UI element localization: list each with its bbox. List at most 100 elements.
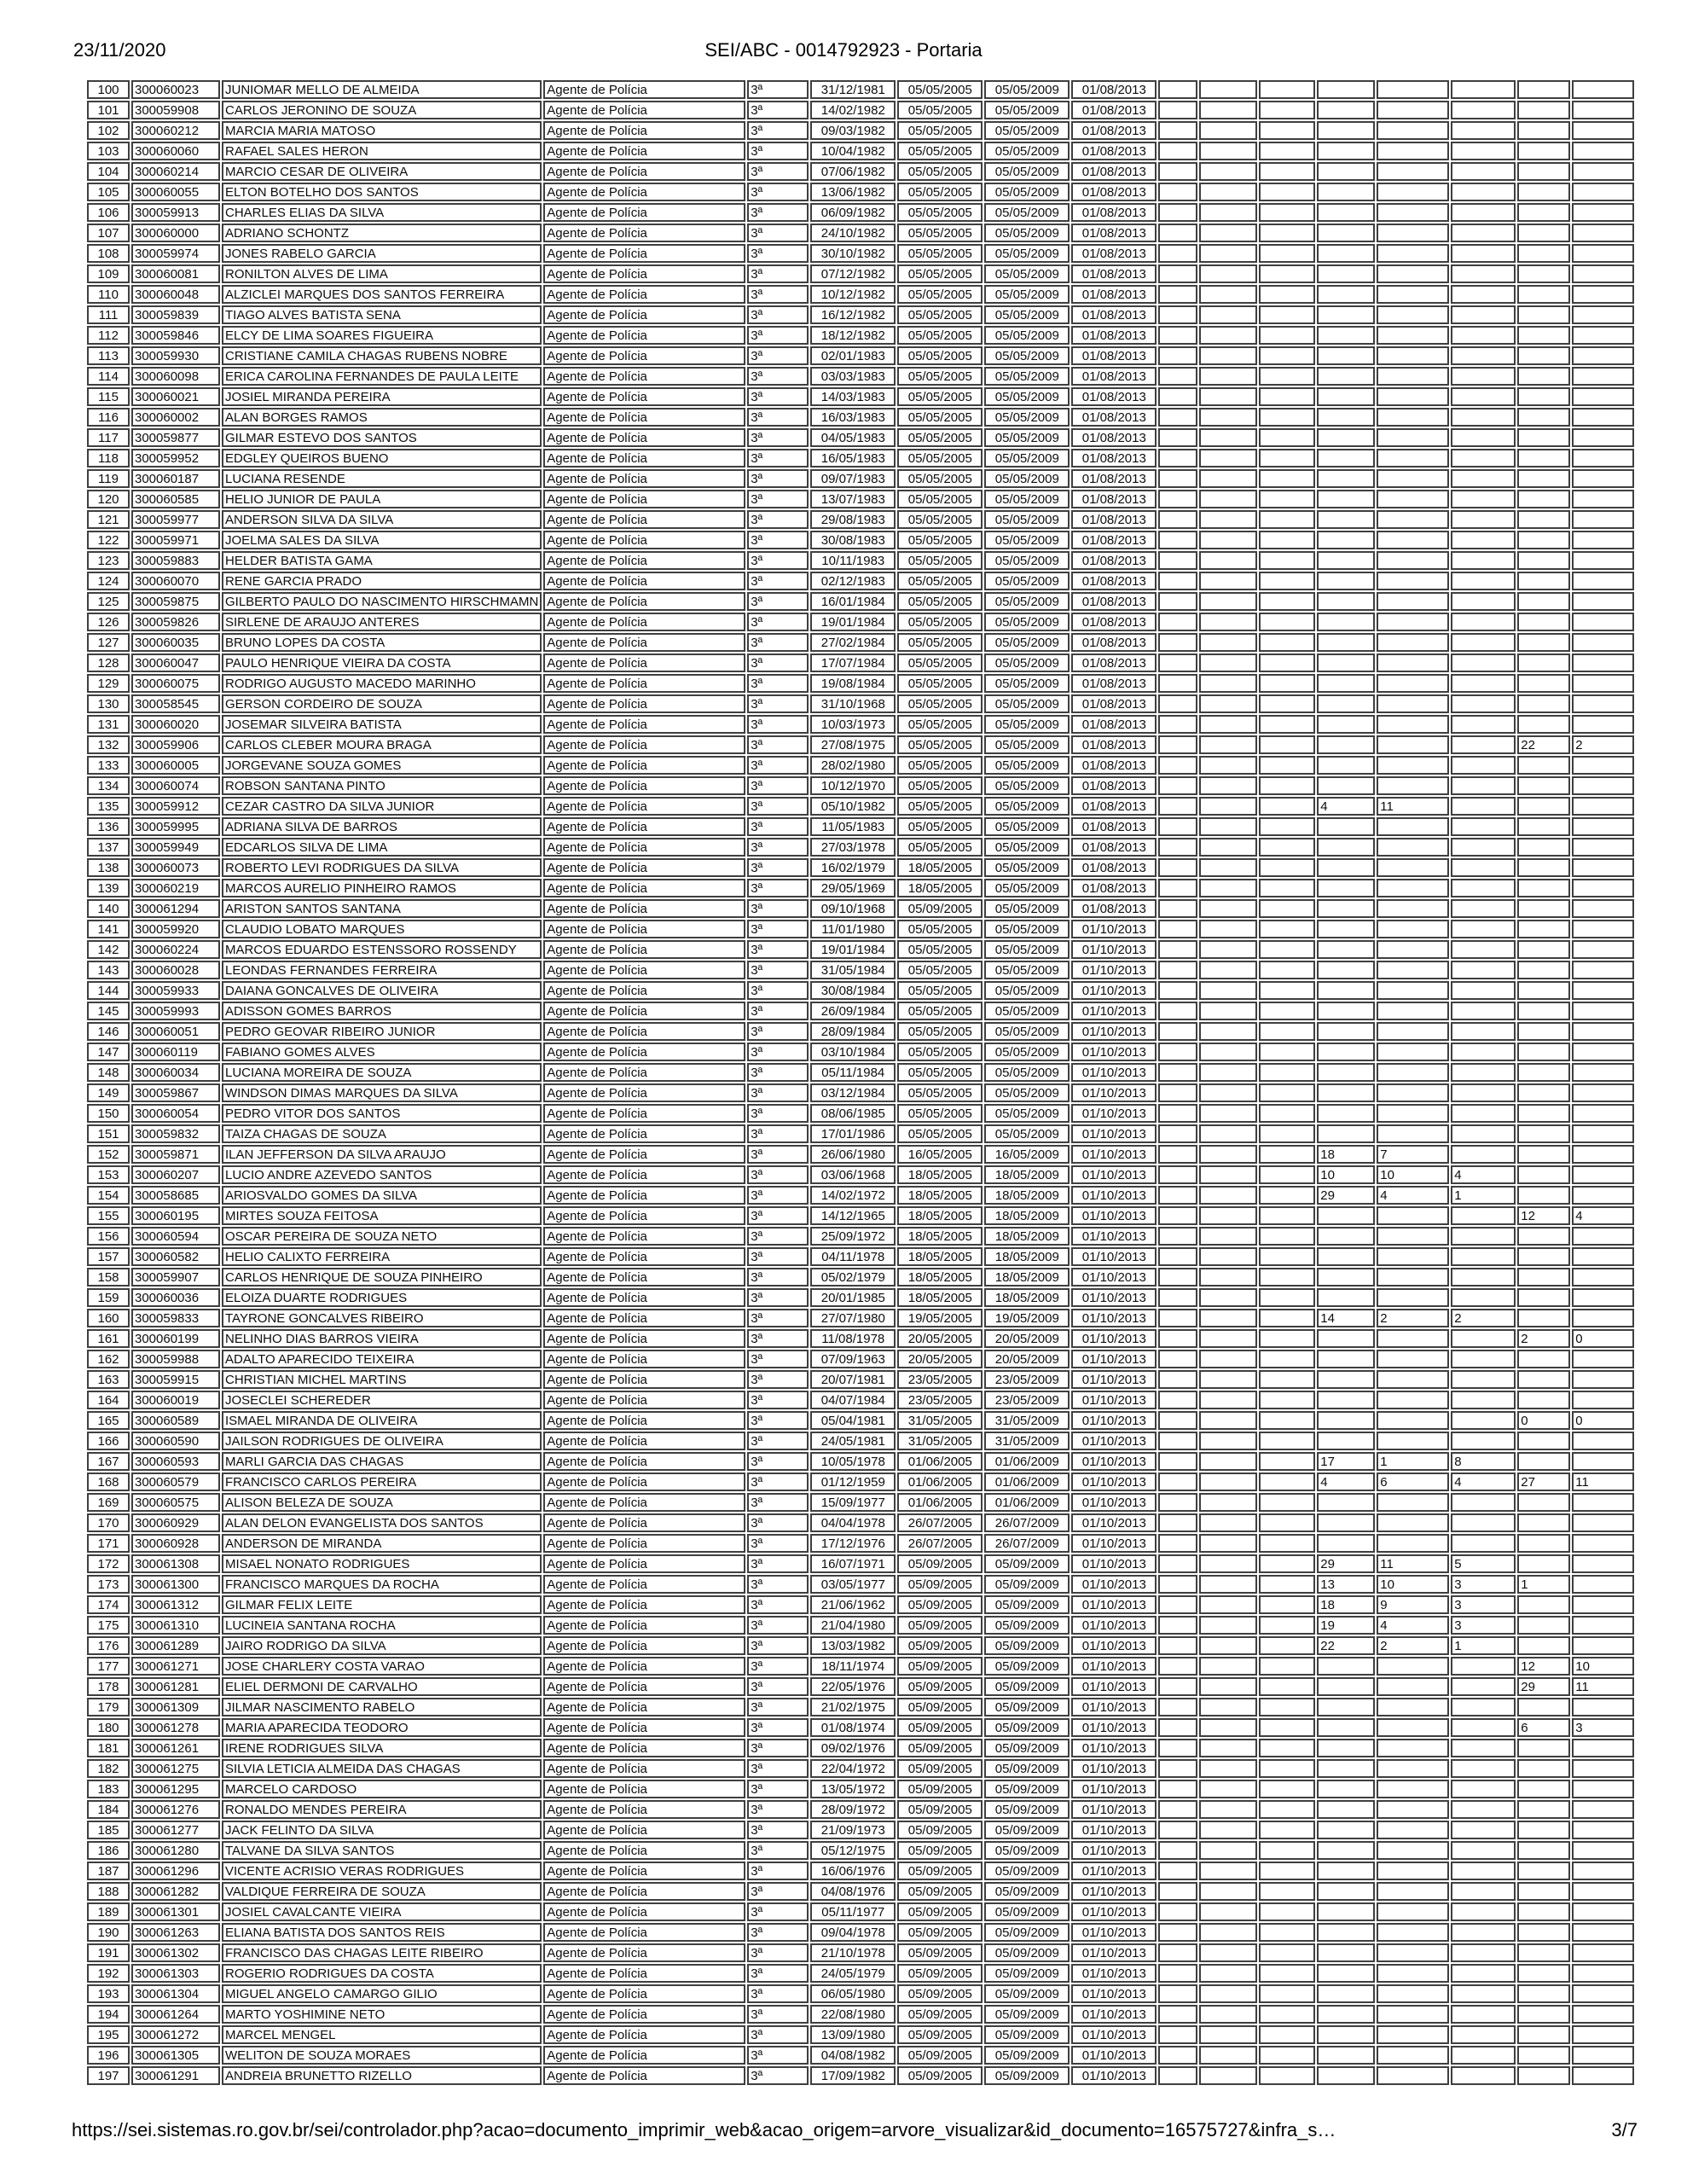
cell-index: 149 — [87, 1083, 130, 1102]
cell-extra-5 — [1572, 305, 1635, 324]
cell-position: Agente de Polícia — [543, 1432, 746, 1450]
cell-extra-5 — [1572, 1452, 1635, 1471]
cell-date-1: 05/09/2005 — [897, 899, 983, 918]
cell-empty-2 — [1199, 244, 1258, 263]
cell-id: 300059949 — [131, 838, 220, 857]
cell-date-2: 05/09/2009 — [984, 1821, 1070, 1839]
cell-date-3: 01/10/2013 — [1071, 2046, 1157, 2065]
cell-empty-1 — [1158, 408, 1198, 427]
cell-date-1: 05/09/2005 — [897, 1595, 983, 1614]
cell-empty-1 — [1158, 776, 1198, 795]
cell-empty-1 — [1158, 1821, 1198, 1839]
cell-date-1: 01/06/2005 — [897, 1452, 983, 1471]
cell-empty-1 — [1158, 2066, 1198, 2085]
cell-id: 300060119 — [131, 1043, 220, 1061]
cell-empty-2 — [1199, 1104, 1258, 1123]
cell-extra-5 — [1572, 1370, 1635, 1389]
cell-id: 300061300 — [131, 1575, 220, 1594]
cell-index: 159 — [87, 1288, 130, 1307]
cell-index: 124 — [87, 572, 130, 590]
cell-index: 176 — [87, 1636, 130, 1655]
cell-extra-4 — [1517, 1984, 1571, 2003]
cell-extra-5 — [1572, 101, 1635, 119]
cell-date-3: 01/08/2013 — [1071, 653, 1157, 672]
cell-date-2: 18/05/2009 — [984, 1186, 1070, 1205]
cell-date-3: 01/08/2013 — [1071, 899, 1157, 918]
cell-empty-1 — [1158, 1780, 1198, 1798]
cell-position: Agente de Polícia — [543, 408, 746, 427]
cell-date-1: 05/05/2005 — [897, 1124, 983, 1143]
cell-empty-2 — [1199, 1022, 1258, 1041]
cell-index: 151 — [87, 1124, 130, 1143]
cell-class: 3ª — [747, 1759, 809, 1778]
cell-index: 163 — [87, 1370, 130, 1389]
cell-class: 3ª — [747, 674, 809, 693]
cell-extra-5 — [1572, 756, 1635, 775]
cell-birthdate: 14/03/1983 — [810, 387, 896, 406]
cell-extra-5: 11 — [1572, 1677, 1635, 1696]
cell-extra-1 — [1317, 735, 1376, 754]
cell-birthdate: 29/08/1983 — [810, 510, 896, 529]
cell-empty-3 — [1259, 1452, 1316, 1471]
cell-birthdate: 05/11/1977 — [810, 1902, 896, 1921]
cell-empty-3 — [1259, 1943, 1316, 1962]
cell-extra-5 — [1572, 2005, 1635, 2024]
cell-birthdate: 21/10/1978 — [810, 1943, 896, 1962]
cell-id: 300061308 — [131, 1554, 220, 1573]
cell-class: 3ª — [747, 1022, 809, 1041]
cell-date-3: 01/08/2013 — [1071, 367, 1157, 386]
cell-date-1: 05/05/2005 — [897, 183, 983, 201]
cell-index: 125 — [87, 592, 130, 611]
cell-index: 122 — [87, 531, 130, 549]
cell-extra-2 — [1377, 510, 1450, 529]
cell-extra-4: 22 — [1517, 735, 1571, 754]
cell-empty-2 — [1199, 1657, 1258, 1676]
cell-id: 300059826 — [131, 613, 220, 631]
cell-empty-2 — [1199, 1472, 1258, 1491]
cell-extra-2 — [1377, 469, 1450, 488]
cell-empty-2 — [1199, 1800, 1258, 1819]
cell-extra-1 — [1317, 469, 1376, 488]
cell-empty-1 — [1158, 1739, 1198, 1757]
cell-extra-3 — [1451, 1411, 1516, 1430]
table-row: 181 300061261 IRENE RODRIGUES SILVA Agente … — [87, 1739, 1635, 1757]
cell-extra-5 — [1572, 1841, 1635, 1860]
cell-id: 300061303 — [131, 1964, 220, 1983]
cell-date-3: 01/08/2013 — [1071, 592, 1157, 611]
cell-id: 300061281 — [131, 1677, 220, 1696]
cell-date-2: 18/05/2009 — [984, 1206, 1070, 1225]
cell-birthdate: 17/01/1986 — [810, 1124, 896, 1143]
cell-date-1: 05/09/2005 — [897, 1780, 983, 1798]
cell-extra-1 — [1317, 326, 1376, 345]
cell-empty-2 — [1199, 1493, 1258, 1512]
cell-birthdate: 11/08/1978 — [810, 1329, 896, 1348]
cell-name: GILMAR ESTEVO DOS SANTOS — [222, 428, 542, 447]
cell-extra-3 — [1451, 1657, 1516, 1676]
cell-extra-1 — [1317, 633, 1376, 652]
table-row: 115 300060021 JOSIEL MIRANDA PEREIRA Agente… — [87, 387, 1635, 406]
cell-date-3: 01/10/2013 — [1071, 1718, 1157, 1737]
cell-id: 300059832 — [131, 1124, 220, 1143]
cell-empty-3 — [1259, 1923, 1316, 1942]
cell-class: 3ª — [747, 2005, 809, 2024]
cell-position: Agente de Polícia — [543, 1677, 746, 1696]
cell-extra-2 — [1377, 1370, 1450, 1389]
cell-date-2: 31/05/2009 — [984, 1411, 1070, 1430]
cell-name: TAYRONE GONCALVES RIBEIRO — [222, 1309, 542, 1327]
cell-extra-3 — [1451, 1124, 1516, 1143]
cell-extra-4 — [1517, 1800, 1571, 1819]
cell-date-3: 01/08/2013 — [1071, 879, 1157, 897]
cell-empty-3 — [1259, 142, 1316, 160]
cell-name: FRANCISCO CARLOS PEREIRA — [222, 1472, 542, 1491]
cell-position: Agente de Polícia — [543, 326, 746, 345]
cell-position: Agente de Polícia — [543, 1145, 746, 1164]
cell-position: Agente de Polícia — [543, 531, 746, 549]
cell-extra-4 — [1517, 2066, 1571, 2085]
cell-empty-1 — [1158, 2046, 1198, 2065]
cell-date-2: 19/05/2009 — [984, 1309, 1070, 1327]
cell-empty-3 — [1259, 735, 1316, 754]
cell-position: Agente de Polícia — [543, 1288, 746, 1307]
table-row: 135 300059912 CEZAR CASTRO DA SILVA JUNIOR… — [87, 797, 1635, 816]
cell-empty-1 — [1158, 613, 1198, 631]
cell-date-1: 05/05/2005 — [897, 1104, 983, 1123]
